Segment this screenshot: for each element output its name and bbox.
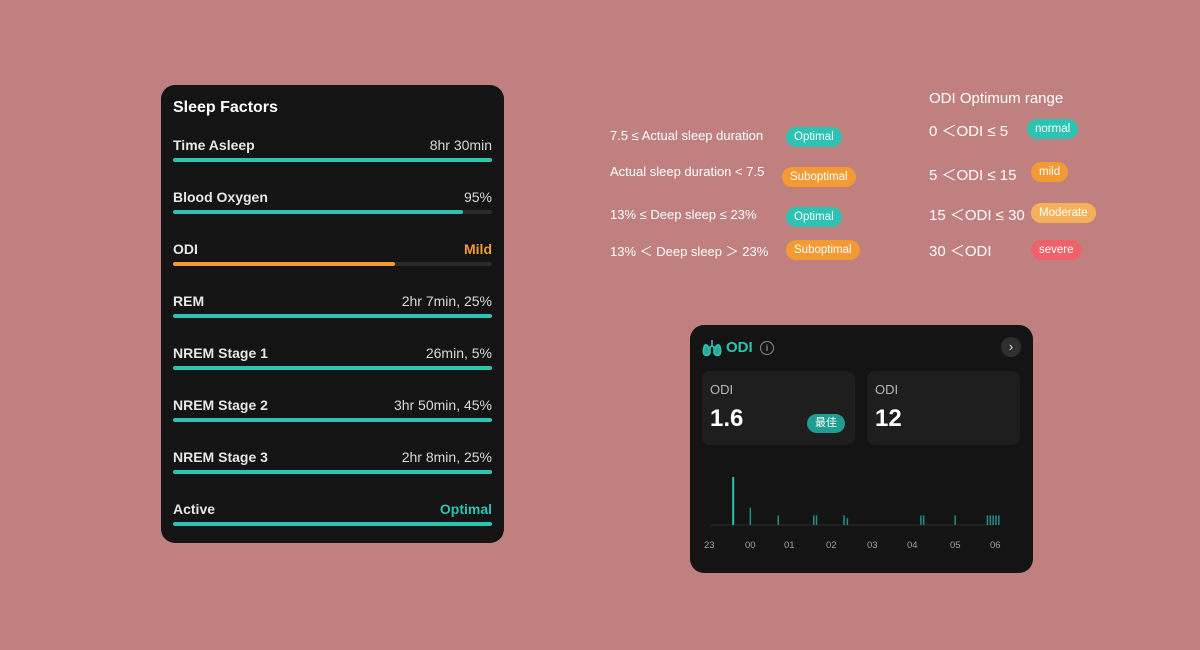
sleep-factor-progress-track [173, 470, 492, 474]
odi-card[interactable]: ODI i › ODI 1.6 最佳 ODI 12 23 00 01 02 03 04 05… [690, 325, 1033, 573]
sleep-factor-name: Active [173, 501, 216, 517]
sleep-factor-row: Time Asleep 8hr 30min [173, 137, 492, 167]
sleep-legend-text: 13% ≤ Deep sleep ≤ 23% [610, 207, 757, 222]
odi-event-bar [954, 515, 956, 525]
sleep-factor-progress-track [173, 262, 492, 266]
odi-severity-badge: normal [1027, 119, 1079, 139]
odi-metric-value: 1.6 [710, 405, 744, 432]
x-tick-label: 00 [745, 540, 756, 551]
sleep-factor-progress-track [173, 158, 492, 162]
sleep-factor-value: 2hr 8min, 25% [401, 449, 492, 465]
sleep-factor-name: ODI [173, 241, 198, 257]
sleep-legend-text: Actual sleep duration < 7.5 [610, 164, 765, 179]
odi-metric-box: ODI 12 [867, 371, 1020, 445]
odi-event-bar [920, 515, 922, 525]
sleep-factor-value: 2hr 7min, 25% [401, 293, 492, 309]
sleep-factor-value: Mild [464, 241, 492, 257]
odi-event-chart [710, 477, 1000, 526]
sleep-factor-progress-fill [173, 470, 492, 474]
sleep-factor-name: REM [173, 293, 205, 309]
odi-event-bar [995, 515, 997, 525]
x-tick-label: 05 [950, 540, 961, 551]
sleep-factor-row: Blood Oxygen 95% [173, 189, 492, 219]
odi-event-bar [749, 507, 752, 525]
sleep-factor-progress-track [173, 314, 492, 318]
odi-metric-box: ODI 1.6 最佳 [702, 371, 855, 445]
x-tick-label: 01 [784, 540, 795, 551]
odi-event-bar [989, 515, 992, 525]
odi-event-bar [846, 518, 849, 525]
sleep-factor-name: NREM Stage 2 [173, 397, 268, 413]
odi-metric-badge: 最佳 [807, 414, 845, 433]
odi-event-bar [922, 515, 925, 525]
odi-event-bar [813, 515, 815, 525]
x-tick-label: 03 [867, 540, 878, 551]
status-badge: Suboptimal [782, 167, 856, 187]
sleep-factor-row: Active Optimal [173, 501, 492, 531]
chevron-right-icon[interactable]: › [1001, 337, 1021, 357]
odi-legend-text: 0 ＜ODI ≤ 5 [929, 123, 1009, 140]
odi-legend-text: 15 ＜ODI ≤ 30 [929, 207, 1025, 224]
sleep-factor-progress-track [173, 418, 492, 422]
sleep-legend-text: 7.5 ≤ Actual sleep duration [610, 128, 764, 143]
odi-severity-badge: severe [1031, 240, 1082, 260]
sleep-factor-row: NREM Stage 3 2hr 8min, 25% [173, 449, 492, 479]
sleep-factor-row: REM 2hr 7min, 25% [173, 293, 492, 323]
x-tick-label: 06 [990, 540, 1001, 551]
sleep-factor-value: 8hr 30min [429, 137, 492, 153]
sleep-legend-text: 13% ＜ Deep sleep ＞ 23% [610, 244, 769, 259]
odi-legend-text: 30 ＜ODI [929, 243, 992, 260]
sleep-factor-value: 3hr 50min, 45% [393, 397, 492, 413]
odi-event-bar [998, 515, 1000, 525]
sleep-factor-value: 95% [463, 189, 492, 205]
odi-severity-badge: Moderate [1031, 203, 1096, 223]
sleep-factors-card: Sleep Factors Time Asleep 8hr 30min Blood … [161, 85, 504, 543]
sleep-factor-name: NREM Stage 3 [173, 449, 268, 465]
sleep-factor-progress-fill [173, 366, 492, 370]
status-badge: Optimal [786, 207, 842, 227]
sleep-factor-value: 26min, 5% [425, 345, 492, 361]
sleep-factor-progress-fill [173, 418, 492, 422]
odi-legend-text: 5 ＜ODI ≤ 15 [929, 167, 1017, 184]
odi-metric-label: ODI [875, 382, 899, 397]
odi-metric-label: ODI [710, 382, 734, 397]
sleep-factor-progress-fill [173, 158, 492, 162]
sleep-factor-progress-fill [173, 522, 492, 526]
odi-event-bar [732, 477, 735, 525]
odi-event-bar [992, 515, 994, 525]
lungs-icon [702, 340, 722, 357]
sleep-factor-name: Blood Oxygen [173, 189, 268, 205]
odi-event-bar [843, 515, 845, 525]
sleep-factor-row: NREM Stage 2 3hr 50min, 45% [173, 397, 492, 427]
x-tick-label: 04 [907, 540, 918, 551]
x-tick-label: 23 [704, 540, 715, 551]
info-icon[interactable]: i [760, 341, 774, 355]
sleep-factor-row: ODI Mild [173, 241, 492, 271]
x-tick-label: 02 [826, 540, 837, 551]
sleep-factor-name: Time Asleep [173, 137, 255, 153]
sleep-factor-row: NREM Stage 1 26min, 5% [173, 345, 492, 375]
status-badge: Suboptimal [786, 240, 860, 260]
odi-legend-title: ODI Optimum range [929, 90, 1064, 107]
sleep-factor-progress-track [173, 366, 492, 370]
odi-event-bar [777, 515, 779, 525]
sleep-factor-name: NREM Stage 1 [173, 345, 268, 361]
odi-severity-badge: mild [1031, 162, 1069, 182]
sleep-factor-progress-track [173, 522, 492, 526]
odi-event-bar [815, 515, 818, 525]
sleep-factor-progress-fill [173, 314, 492, 318]
status-badge: Optimal [786, 127, 842, 147]
sleep-factor-progress-fill [173, 262, 395, 266]
sleep-factor-progress-fill [173, 210, 464, 214]
sleep-factors-title: Sleep Factors [173, 99, 278, 116]
odi-card-title: ODI [726, 339, 753, 356]
sleep-factor-progress-track [173, 210, 492, 214]
odi-metric-value: 12 [875, 405, 902, 432]
odi-event-bar [986, 515, 989, 525]
sleep-factor-value: Optimal [439, 501, 492, 517]
